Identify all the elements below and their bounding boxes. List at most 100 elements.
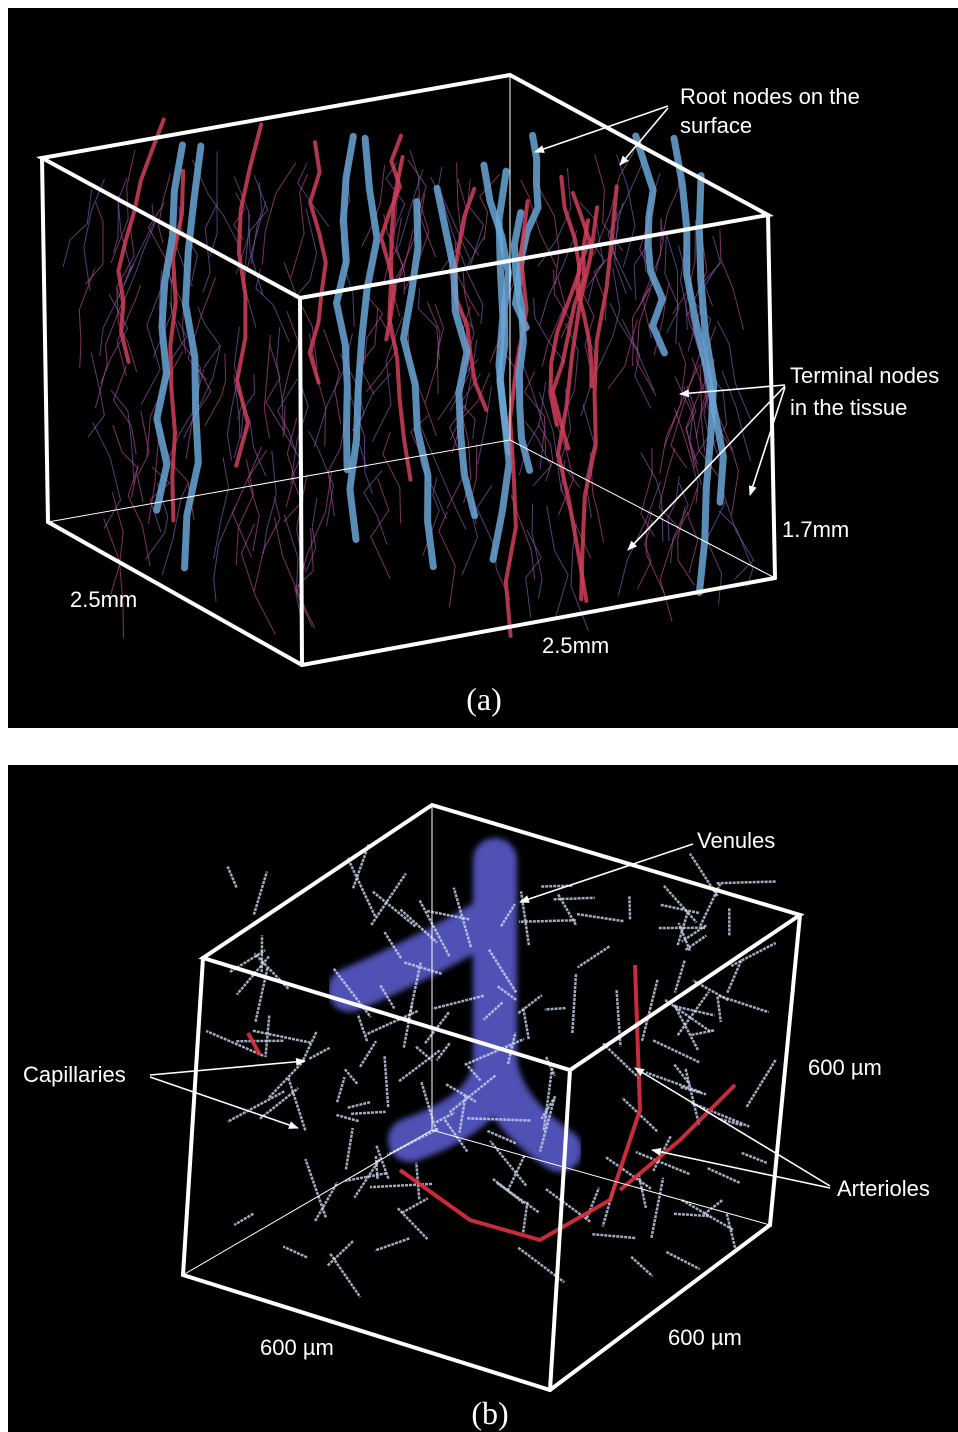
vessel <box>389 168 424 262</box>
vessel <box>591 1232 636 1240</box>
vessel <box>703 1199 723 1215</box>
panel-caption: (a) <box>466 681 502 717</box>
vessel <box>285 417 298 508</box>
vessel <box>725 1213 738 1252</box>
vessel <box>517 1246 566 1284</box>
vessel <box>636 279 657 396</box>
vessel <box>700 355 708 452</box>
vessel <box>374 1144 390 1180</box>
vessel <box>247 450 267 552</box>
vessel <box>140 280 165 405</box>
vessel <box>670 361 698 469</box>
vessel <box>652 1135 672 1172</box>
vessel <box>287 1077 307 1131</box>
vessel <box>399 908 438 944</box>
vessel <box>448 1074 497 1114</box>
vessel <box>741 1151 768 1165</box>
vessel <box>609 302 655 392</box>
vessel <box>161 482 189 576</box>
vessel <box>538 392 562 493</box>
vessel <box>553 896 595 901</box>
vessel <box>234 122 264 468</box>
vessel <box>632 132 668 357</box>
vessel <box>593 252 615 321</box>
vessel <box>672 220 696 315</box>
vessel <box>233 1212 255 1226</box>
vessel <box>283 457 303 523</box>
vessel <box>670 482 689 564</box>
vessel <box>691 1101 750 1128</box>
vessel <box>556 205 600 603</box>
vessel <box>204 353 227 427</box>
vessel <box>576 945 611 969</box>
vessel <box>716 320 752 421</box>
vessel <box>570 190 594 389</box>
vessel <box>665 1250 701 1271</box>
vessel <box>615 990 622 1047</box>
vessel <box>396 1207 429 1240</box>
vessel <box>240 374 256 439</box>
vessel <box>110 389 135 486</box>
vessel <box>480 161 513 456</box>
vessel <box>383 931 403 959</box>
vessel <box>235 175 269 275</box>
vessel <box>692 383 711 461</box>
vessel <box>686 385 697 469</box>
vessel <box>650 1177 665 1239</box>
vessel <box>716 880 776 885</box>
vessel <box>434 303 444 394</box>
vessel <box>231 446 263 558</box>
vessel <box>354 373 392 469</box>
vessel <box>714 420 739 516</box>
vessel <box>87 352 105 438</box>
dimension-label: 600 µm <box>668 1325 742 1350</box>
vessel <box>363 470 388 545</box>
vessel <box>663 998 711 1033</box>
vessel <box>659 512 689 622</box>
vessel <box>308 333 326 447</box>
vessel <box>290 173 309 278</box>
vessel <box>605 1156 652 1190</box>
vessel <box>420 427 467 530</box>
panel-b-box <box>181 802 805 1393</box>
vessel <box>652 1039 700 1064</box>
vessel <box>432 994 484 1010</box>
vessel <box>716 996 723 1023</box>
vessel <box>518 919 576 924</box>
vessel <box>730 941 777 968</box>
vessel <box>544 1006 566 1011</box>
vessel <box>579 184 619 602</box>
vessel <box>343 1067 359 1085</box>
vessel <box>695 172 718 596</box>
vessel <box>246 1032 262 1056</box>
dimension-label: 2.5mm <box>70 587 137 612</box>
vessel <box>435 1111 455 1124</box>
vessel <box>630 1255 654 1278</box>
vessel <box>546 506 569 617</box>
vessel <box>582 404 595 519</box>
vessel <box>506 1154 526 1192</box>
vessel <box>685 368 713 465</box>
vessel <box>489 1140 528 1187</box>
vessel <box>371 890 417 928</box>
vessel <box>264 1015 271 1058</box>
vessel <box>673 1212 709 1218</box>
vessel <box>351 1110 386 1116</box>
vessel <box>282 1245 308 1259</box>
vessel <box>667 476 680 542</box>
vessel <box>304 1158 327 1218</box>
vessel <box>407 159 437 258</box>
vessel <box>718 510 754 588</box>
vessel <box>534 180 560 285</box>
panel-b-vessels <box>205 838 778 1298</box>
vessel <box>564 323 579 412</box>
vessel <box>635 1150 690 1176</box>
vessel <box>297 162 330 227</box>
vessel <box>283 261 318 370</box>
vessel <box>687 486 699 574</box>
vessel <box>426 909 470 921</box>
annotation-arrows <box>149 105 831 1189</box>
vessel <box>395 217 406 295</box>
vessel <box>516 347 546 470</box>
vessel <box>99 263 135 357</box>
